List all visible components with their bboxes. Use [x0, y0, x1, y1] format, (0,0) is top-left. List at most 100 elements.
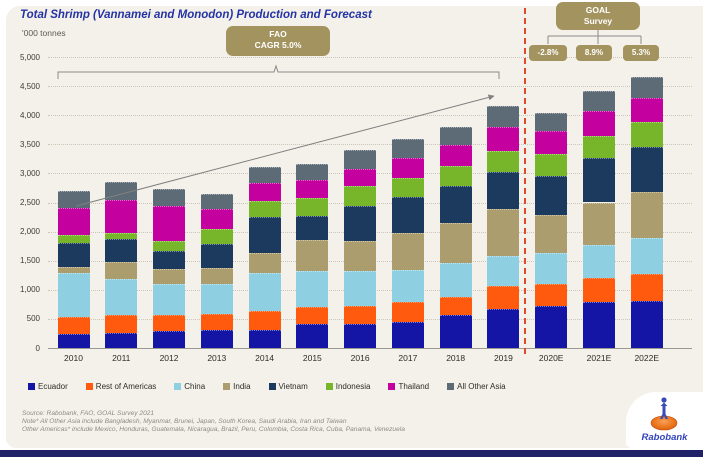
fao-cagr-badge: FAO CAGR 5.0%: [226, 26, 330, 56]
bar-segment-2018-indonesia: [439, 165, 472, 187]
bar-segment-2016-all-other-asia: [344, 150, 377, 169]
bar-segment-2018-rest-of-americas: [439, 297, 472, 316]
gridline-5000: [48, 57, 692, 58]
y-tick-3500: 3,500: [19, 139, 40, 149]
bar-segment-2014-rest-of-americas: [248, 311, 281, 330]
x-tick-2020E: 2020E: [538, 353, 564, 363]
bar-segment-2011-vietnam: [105, 238, 138, 263]
legend-item-vietnam: Vietnam: [268, 382, 308, 391]
bar-segment-2011-india: [105, 262, 138, 280]
source-footnotes: Source: Rabobank, FAO, GOAL Survey 2021 N…: [22, 410, 405, 435]
bar-segment-2016-indonesia: [344, 186, 377, 207]
bar-segment-2014-china: [248, 272, 281, 312]
bar-segment-2021E-rest-of-americas: [582, 277, 615, 302]
bar-segment-2021E-china: [582, 244, 615, 278]
bar-segment-2012-thailand: [153, 206, 186, 241]
bar-segment-2019-thailand: [487, 127, 520, 151]
bar-segment-2012-all-other-asia: [153, 189, 186, 207]
bar-segment-2022E-thailand: [630, 97, 663, 123]
bar-segment-2014-ecuador: [248, 329, 281, 348]
bar-segment-2019-indonesia: [487, 150, 520, 172]
legend-marker: [268, 383, 276, 390]
bar-segment-2020E-china: [535, 253, 568, 284]
bar-segment-2010-ecuador: [57, 334, 90, 348]
bar-segment-2016-ecuador: [344, 323, 377, 348]
bar-segment-2010-vietnam: [57, 243, 90, 267]
x-tick-2015: 2015: [302, 353, 322, 363]
bar-segment-2012-indonesia: [153, 240, 186, 251]
bar-segment-2015-vietnam: [296, 215, 329, 240]
bar-segment-2022E-vietnam: [630, 147, 663, 193]
forecast-divider-line: [524, 8, 526, 354]
bar-segment-2019-rest-of-americas: [487, 285, 520, 309]
page-title: Total Shrimp (Vannamei and Monodon) Prod…: [20, 9, 372, 21]
brand-logo-panel: Rabobank: [626, 392, 703, 448]
bar-segment-2018-ecuador: [439, 315, 472, 348]
bar-segment-2021E-thailand: [582, 110, 615, 137]
legend-label: Indonesia: [335, 382, 371, 391]
legend-marker: [388, 383, 396, 390]
y-tick-4000: 4,000: [19, 110, 40, 120]
x-tick-2016: 2016: [350, 353, 370, 363]
gridline-4500: [48, 86, 692, 88]
bar-segment-2011-ecuador: [105, 333, 138, 348]
legend-marker: [325, 383, 333, 390]
bar-segment-2012-ecuador: [153, 330, 186, 348]
y-tick-5000: 5,000: [19, 52, 40, 62]
y-tick-0: 0: [35, 343, 40, 353]
bar-segment-2011-rest-of-americas: [105, 315, 138, 334]
x-tick-2019: 2019: [493, 353, 513, 363]
goal-badge-line1: GOAL: [585, 5, 611, 15]
bar-segment-2022E-rest-of-americas: [630, 274, 663, 301]
legend-label: Ecuador: [38, 382, 68, 391]
bar-segment-2011-indonesia: [105, 233, 138, 239]
bar-segment-2013-rest-of-americas: [200, 313, 233, 330]
bar-segment-2015-china: [296, 270, 329, 307]
bar-segment-2020E-india: [535, 215, 568, 254]
legend-item-thailand: Thailand: [388, 382, 429, 391]
footer-accent-bar: [0, 450, 703, 457]
bar-segment-2010-india: [57, 266, 90, 273]
bar-segment-2021E-ecuador: [582, 302, 615, 348]
footnote-line-3: Other Americas* include Mexico, Honduras…: [22, 426, 405, 434]
x-tick-2017: 2017: [398, 353, 418, 363]
y-axis-units-label: '000 tonnes: [22, 28, 66, 38]
bar-segment-2018-all-other-asia: [439, 127, 472, 145]
legend-label: Thailand: [398, 382, 430, 391]
bar-segment-2013-india: [200, 267, 233, 285]
legend-item-china: China: [174, 382, 205, 391]
bar-segment-2010-rest-of-americas: [57, 317, 90, 335]
bar-segment-2022E-china: [630, 238, 663, 275]
bar-segment-2015-ecuador: [296, 324, 329, 348]
bar-segment-2012-rest-of-americas: [153, 314, 186, 331]
rabobank-logo-icon: [650, 397, 678, 431]
bar-segment-2020E-thailand: [535, 131, 568, 155]
y-tick-1500: 1,500: [19, 256, 40, 266]
goal-value-2022: 5.3%: [623, 45, 659, 61]
bar-segment-2020E-rest-of-americas: [535, 283, 568, 306]
bar-segment-2013-thailand: [200, 208, 233, 229]
bar-segment-2013-indonesia: [200, 228, 233, 244]
x-tick-2018: 2018: [446, 353, 466, 363]
goal-survey-badge: GOAL Survey: [556, 2, 640, 30]
footnote-line-1: Source: Rabobank, FAO, GOAL Survey 2021: [22, 410, 155, 417]
goal-badge-line2: Survey: [583, 16, 613, 27]
x-tick-2021E: 2021E: [586, 353, 612, 363]
bar-segment-2021E-india: [582, 202, 615, 245]
bar-segment-2021E-indonesia: [582, 136, 615, 158]
bar-segment-2019-all-other-asia: [487, 105, 520, 128]
legend-label: China: [184, 382, 206, 391]
fao-badge-line1: FAO: [269, 29, 287, 39]
bar-segment-2017-india: [391, 233, 424, 270]
bar-segment-2018-thailand: [439, 144, 472, 166]
y-tick-2500: 2,500: [19, 198, 40, 207]
legend-item-all-other-asia: All Other Asia: [447, 382, 506, 391]
legend-item-rest-of-americas: Rest of Americas: [85, 382, 156, 391]
bar-segment-2022E-india: [630, 192, 663, 239]
bar-segment-2011-thailand: [105, 199, 138, 234]
x-tick-2013: 2013: [207, 353, 227, 363]
legend-item-indonesia: Indonesia: [325, 382, 371, 391]
bar-segment-2013-china: [200, 284, 233, 314]
bar-segment-2021E-vietnam: [582, 157, 615, 203]
